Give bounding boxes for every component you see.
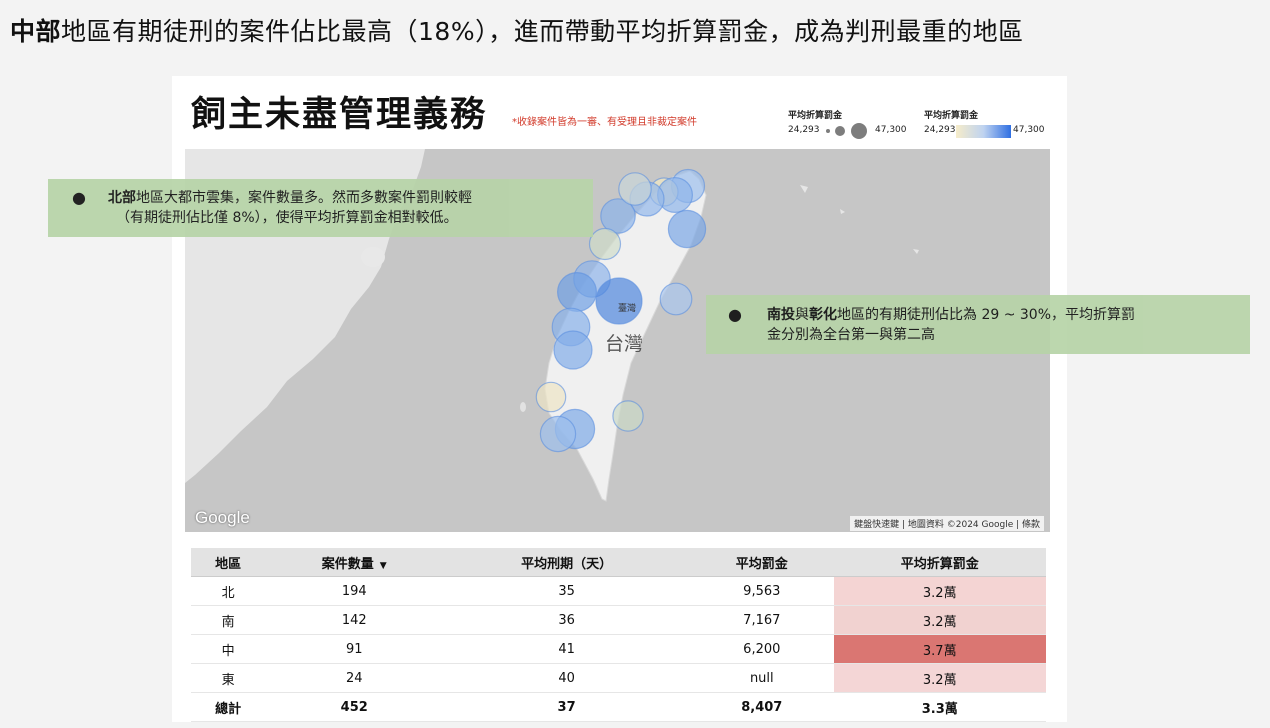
cell-days: 36 bbox=[443, 605, 691, 635]
callout-north-line2: （有期徒刑佔比僅 8%），使得平均折算罰金相對較低。 bbox=[116, 210, 458, 226]
color-legend-max: 47,300 bbox=[1013, 125, 1045, 135]
penghu-islands bbox=[520, 402, 526, 412]
size-legend: 平均折算罰金 24,293 47,300 bbox=[788, 108, 907, 139]
card-title: 飼主未盡管理義務 bbox=[191, 95, 488, 135]
card-note: *收錄案件皆為一審、有受理且非裁定案件 bbox=[512, 117, 697, 128]
dashboard-card: 飼主未盡管理義務 *收錄案件皆為一審、有受理且非裁定案件 平均折算罰金 24,2… bbox=[172, 76, 1067, 722]
map-label-taiwan: 台灣 bbox=[605, 333, 644, 355]
stats-table: 地區 案件數量 ▼ 平均刑期（天） 平均罰金 平均折算罰金 北 194 35 9,… bbox=[191, 548, 1046, 722]
cell-days: 41 bbox=[443, 634, 691, 664]
cell-converted-fine: 3.2萬 bbox=[833, 663, 1046, 693]
callout-central-bold-1: 南投 bbox=[767, 307, 795, 323]
col-header-fine[interactable]: 平均罰金 bbox=[690, 548, 834, 577]
color-legend-gradient bbox=[956, 125, 1011, 138]
cell-fine: 9,563 bbox=[690, 576, 834, 606]
table-row: 北 194 35 9,563 3.2萬 bbox=[191, 576, 1046, 606]
total-converted-fine: 3.3萬 bbox=[833, 692, 1046, 722]
map-bubble[interactable] bbox=[553, 330, 593, 370]
callout-central-bold-2: 彰化 bbox=[809, 307, 837, 323]
map-bubble[interactable] bbox=[588, 227, 622, 261]
table-total-row: 總計 452 37 8,407 3.3萬 bbox=[191, 692, 1046, 722]
callout-central-mid: 與 bbox=[795, 307, 809, 323]
total-fine: 8,407 bbox=[690, 692, 834, 722]
callout-central-line1: 地區的有期徒刑佔比為 29 ~ 30%，平均折算罰 bbox=[837, 307, 1136, 323]
size-legend-dot-small bbox=[826, 129, 830, 133]
cell-converted-fine: 3.2萬 bbox=[833, 576, 1046, 606]
map-bubbles bbox=[535, 168, 707, 453]
map-bubble[interactable] bbox=[535, 381, 567, 413]
headline: 中部地區有期徒刑的案件佔比最高（18%），進而帶動平均折算罰金，成為判刑最重的地… bbox=[10, 12, 1024, 48]
map-bubble[interactable] bbox=[618, 172, 652, 206]
size-legend-title: 平均折算罰金 bbox=[788, 111, 843, 121]
map-bubble[interactable] bbox=[659, 282, 693, 316]
col-header-days[interactable]: 平均刑期（天） bbox=[443, 548, 691, 577]
size-legend-dot-medium bbox=[835, 126, 845, 136]
map-bubble[interactable] bbox=[557, 271, 598, 312]
color-legend-row: 24,293 47,300 bbox=[924, 125, 1045, 139]
cell-count: 91 bbox=[265, 634, 444, 664]
col-header-count-label: 案件數量 bbox=[321, 556, 374, 572]
cell-fine: 6,200 bbox=[690, 634, 834, 664]
col-header-converted-fine[interactable]: 平均折算罰金 bbox=[833, 548, 1046, 577]
callout-central: ● 南投與彰化地區的有期徒刑佔比為 29 ~ 30%，平均折算罰 金分別為全台第… bbox=[706, 295, 1250, 354]
total-days: 37 bbox=[443, 692, 691, 722]
total-count: 452 bbox=[265, 692, 444, 722]
table-header-row: 地區 案件數量 ▼ 平均刑期（天） 平均罰金 平均折算罰金 bbox=[191, 548, 1046, 577]
callout-central-text: 南投與彰化地區的有期徒刑佔比為 29 ~ 30%，平均折算罰 金分別為全台第一與… bbox=[767, 305, 1135, 345]
cell-days: 35 bbox=[443, 576, 691, 606]
cell-fine: 7,167 bbox=[690, 605, 834, 635]
table-row: 東 24 40 null 3.2萬 bbox=[191, 663, 1046, 693]
size-legend-min: 24,293 bbox=[788, 125, 820, 135]
table-row: 中 91 41 6,200 3.7萬 bbox=[191, 634, 1046, 664]
color-legend-min: 24,293 bbox=[924, 125, 956, 135]
map-bubble[interactable] bbox=[600, 198, 636, 234]
total-region: 總計 bbox=[191, 692, 266, 722]
cell-region: 東 bbox=[191, 663, 266, 693]
size-legend-max: 47,300 bbox=[875, 125, 907, 135]
cell-region: 中 bbox=[191, 634, 266, 664]
map-credit[interactable]: 鍵盤快速鍵 | 地圖資料 ©2024 Google | 條款 bbox=[850, 516, 1044, 531]
callout-bullet: ● bbox=[72, 188, 86, 207]
cell-count: 24 bbox=[265, 663, 444, 693]
map-bubble[interactable] bbox=[667, 209, 707, 249]
map-bubble[interactable] bbox=[539, 415, 577, 453]
japan-islets bbox=[800, 185, 919, 254]
cell-fine: null bbox=[690, 663, 834, 693]
callout-north-bold: 北部 bbox=[108, 190, 136, 206]
cell-days: 40 bbox=[443, 663, 691, 693]
headline-text: 地區有期徒刑的案件佔比最高（18%），進而帶動平均折算罰金，成為判刑最重的地區 bbox=[61, 17, 1024, 46]
col-header-count[interactable]: 案件數量 ▼ bbox=[265, 548, 444, 577]
offshore-island-north bbox=[361, 247, 385, 267]
color-legend: 平均折算罰金 24,293 47,300 bbox=[924, 108, 1045, 138]
table-row: 南 142 36 7,167 3.2萬 bbox=[191, 605, 1046, 635]
headline-bold: 中部 bbox=[10, 17, 62, 46]
color-legend-title: 平均折算罰金 bbox=[924, 111, 979, 121]
size-legend-dot-large bbox=[851, 123, 867, 139]
col-header-region[interactable]: 地區 bbox=[191, 548, 266, 577]
callout-north: ● 北部地區大都市雲集，案件數量多。然而多數案件罰則較輕 （有期徒刑佔比僅 8%… bbox=[48, 179, 593, 237]
callout-bullet: ● bbox=[728, 305, 742, 324]
map-label-taiwan-small: 臺灣 bbox=[618, 304, 637, 314]
cell-converted-fine: 3.2萬 bbox=[833, 605, 1046, 635]
map-bubble[interactable] bbox=[595, 277, 643, 325]
cell-count: 142 bbox=[265, 605, 444, 635]
callout-north-text: 北部地區大都市雲集，案件數量多。然而多數案件罰則較輕 （有期徒刑佔比僅 8%），… bbox=[108, 188, 472, 228]
callout-north-line1: 地區大都市雲集，案件數量多。然而多數案件罰則較輕 bbox=[136, 190, 472, 206]
callout-central-line2: 金分別為全台第一與第二高 bbox=[767, 327, 935, 343]
cell-converted-fine: 3.7萬 bbox=[833, 634, 1046, 664]
cell-region: 南 bbox=[191, 605, 266, 635]
cell-count: 194 bbox=[265, 576, 444, 606]
map-bubble[interactable] bbox=[612, 400, 644, 432]
cell-region: 北 bbox=[191, 576, 266, 606]
sort-desc-icon[interactable]: ▼ bbox=[379, 560, 387, 571]
size-legend-row: 24,293 47,300 bbox=[788, 123, 907, 139]
google-logo: Google bbox=[195, 508, 250, 527]
